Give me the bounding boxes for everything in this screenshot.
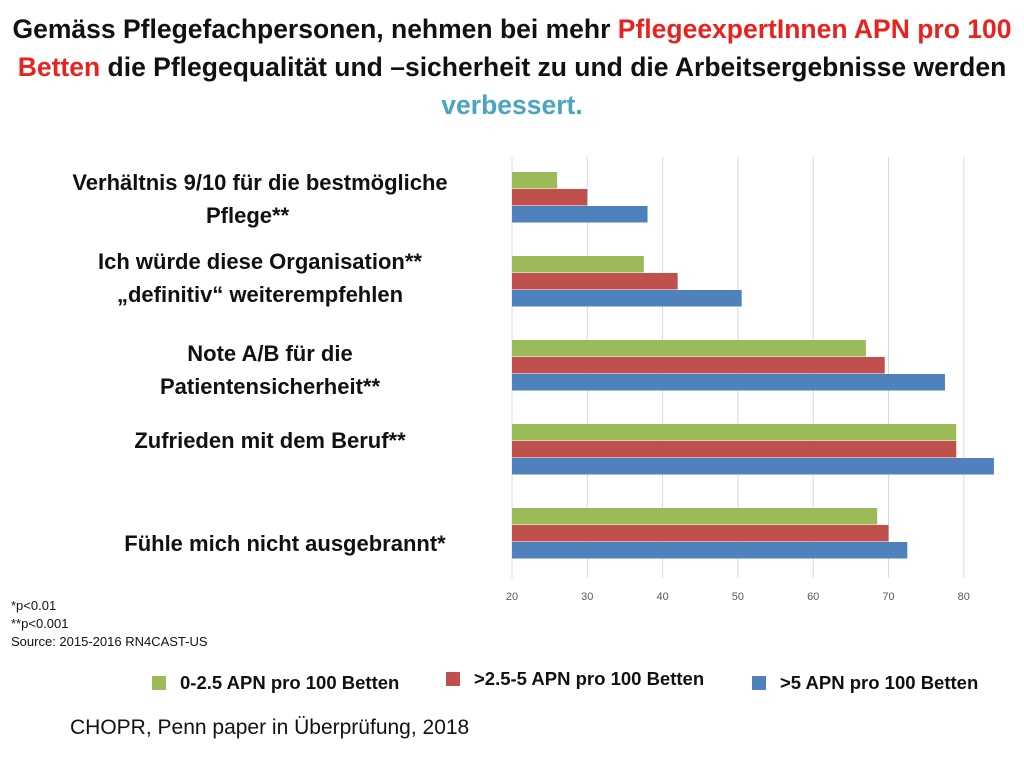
x-tick-label: 20 [506,591,518,603]
bar [512,542,908,559]
legend-label-mid: >2.5-5 APN pro 100 Betten [474,668,705,689]
chart-legend: 0-2.5 APN pro 100 Betten >2.5-5 APN pro … [0,668,1024,698]
source-citation: CHOPR, Penn paper in Überprüfung, 2018 [70,716,470,739]
legend-item-low: 0-2.5 APN pro 100 Betten [152,672,399,694]
x-tick-label: 40 [656,591,668,603]
bar [512,189,588,206]
bar [512,357,885,374]
bar [512,172,558,189]
category-label-line: Pflege** [206,203,290,228]
x-tick-label: 60 [807,591,819,603]
category-label-line: Note A/B für die [187,341,353,366]
category-label-organisation: Ich würde diese Organisation** „definiti… [30,245,490,311]
footnote-p001: **p<0.001 [11,616,69,631]
x-tick-label: 80 [958,591,970,603]
footnote-p01: *p<0.01 [11,598,57,613]
x-tick-label: 70 [882,591,894,603]
bar [512,441,957,458]
bar [512,525,889,542]
bar [512,206,648,223]
legend-swatch-mid [446,672,460,686]
category-label-patientensicherheit: Note A/B für die Patientensicherheit** [60,337,480,403]
category-label-line: Fühle mich nicht ausgebrannt* [124,531,446,556]
title-part-1: Gemäss Pflegefachpersonen, nehmen bei me… [12,14,618,44]
bar [512,290,742,307]
category-label-ausgebrannt: Fühle mich nicht ausgebrannt* [50,527,520,560]
legend-item-high: >5 APN pro 100 Betten [752,672,978,694]
bar [512,458,994,475]
legend-swatch-high [752,676,766,690]
x-tick-label: 30 [581,591,593,603]
bar [512,273,678,290]
title-highlight-apn: PflegeexpertInnen APN pro 100 Betten [17,14,1012,82]
category-label-line: „definitiv“ weiterempfehlen [116,282,404,307]
category-label-pflege: Verhältnis 9/10 für die bestmögliche Pfl… [30,166,490,232]
bar [512,340,866,357]
legend-label-low: 0-2.5 APN pro 100 Betten [180,672,400,693]
title-highlight-verbessert: verbessert. [441,90,583,120]
bar [512,424,957,441]
legend-swatch-low [152,676,166,690]
legend-item-mid: >2.5-5 APN pro 100 Betten [446,668,704,690]
bar [512,508,878,525]
bar [512,374,945,391]
category-label-beruf: Zufrieden mit dem Beruf** [60,424,480,457]
footnote-source: Source: 2015-2016 RN4CAST-US [11,634,208,649]
bar [512,256,644,273]
category-label-line: Ich würde diese Organisation** [98,249,422,274]
slide-title: Gemäss Pflegefachpersonen, nehmen bei me… [12,10,1012,124]
category-label-line: Patientensicherheit** [159,374,381,399]
category-label-line: Verhältnis 9/10 für die bestmögliche [72,170,448,195]
title-part-3: die Pflegequalität und –sicherheit zu un… [100,52,1007,82]
footnotes: *p<0.01 **p<0.001 Source: 2015-2016 RN4C… [11,597,208,651]
legend-label-high: >5 APN pro 100 Betten [780,672,979,693]
category-label-line: Zufrieden mit dem Beruf** [134,428,406,453]
x-tick-label: 50 [732,591,744,603]
